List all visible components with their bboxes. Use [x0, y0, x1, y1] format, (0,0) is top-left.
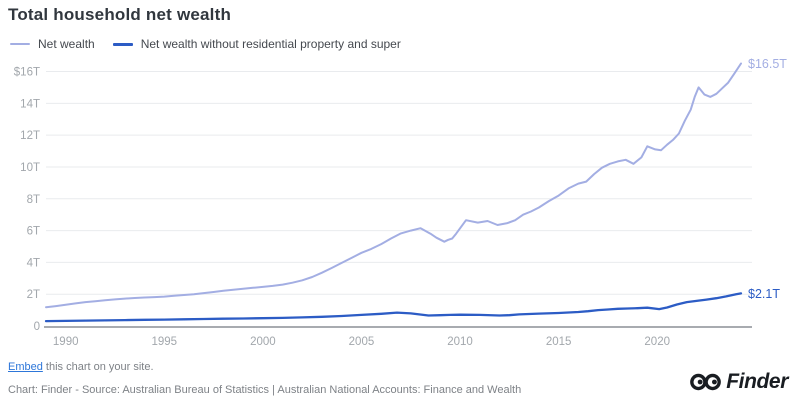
- svg-text:2015: 2015: [546, 336, 572, 348]
- svg-text:2000: 2000: [250, 336, 276, 348]
- legend-swatch-net-wealth-ex-property-super: [112, 42, 133, 46]
- svg-text:2005: 2005: [349, 336, 375, 348]
- series-end-label: $2.1T: [748, 287, 780, 301]
- legend-label-net-wealth: Net wealth: [38, 37, 95, 51]
- chart-title: Total household net wealth: [8, 5, 232, 24]
- attribution-text: Chart: Finder - Source: Australian Burea…: [8, 384, 522, 396]
- svg-text:1995: 1995: [152, 336, 178, 348]
- svg-text:2010: 2010: [447, 336, 473, 348]
- svg-text:2T: 2T: [27, 289, 40, 301]
- finder-logo-icon: [690, 373, 722, 391]
- chart-area: $16T 14T 12T 10T 8T 6T 4T 2T 0 1990 1995 2000 2005 20…: [0, 52, 800, 355]
- series-end-label: $16.5T: [748, 57, 787, 71]
- legend-item-net-wealth-ex-property-super: Net wealth without residential property …: [112, 37, 401, 51]
- svg-text:$16T: $16T: [14, 67, 40, 79]
- svg-text:14T: 14T: [20, 98, 40, 110]
- svg-text:2020: 2020: [644, 336, 670, 348]
- embed-row: Embed this chart on your site.: [8, 361, 154, 373]
- finder-logo[interactable]: Finder: [689, 370, 788, 394]
- svg-text:12T: 12T: [20, 130, 40, 142]
- svg-text:0: 0: [34, 321, 40, 333]
- legend-label-net-wealth-ex-property-super: Net wealth without residential property …: [140, 37, 401, 51]
- legend: Net wealth Net wealth without residentia…: [10, 37, 401, 51]
- chart-svg: $16T 14T 12T 10T 8T 6T 4T 2T 0 1990 1995 2000 2005 20…: [14, 57, 787, 348]
- finder-logo-text: Finder: [726, 370, 788, 393]
- svg-text:10T: 10T: [20, 162, 40, 174]
- svg-text:8T: 8T: [27, 194, 40, 206]
- embed-link[interactable]: Embed: [8, 361, 43, 373]
- svg-text:4T: 4T: [27, 257, 40, 269]
- legend-swatch-net-wealth: [10, 43, 30, 45]
- svg-text:1990: 1990: [53, 336, 79, 348]
- svg-text:6T: 6T: [27, 226, 40, 238]
- embed-text: this chart on your site.: [42, 361, 154, 373]
- legend-item-net-wealth: Net wealth: [10, 37, 95, 51]
